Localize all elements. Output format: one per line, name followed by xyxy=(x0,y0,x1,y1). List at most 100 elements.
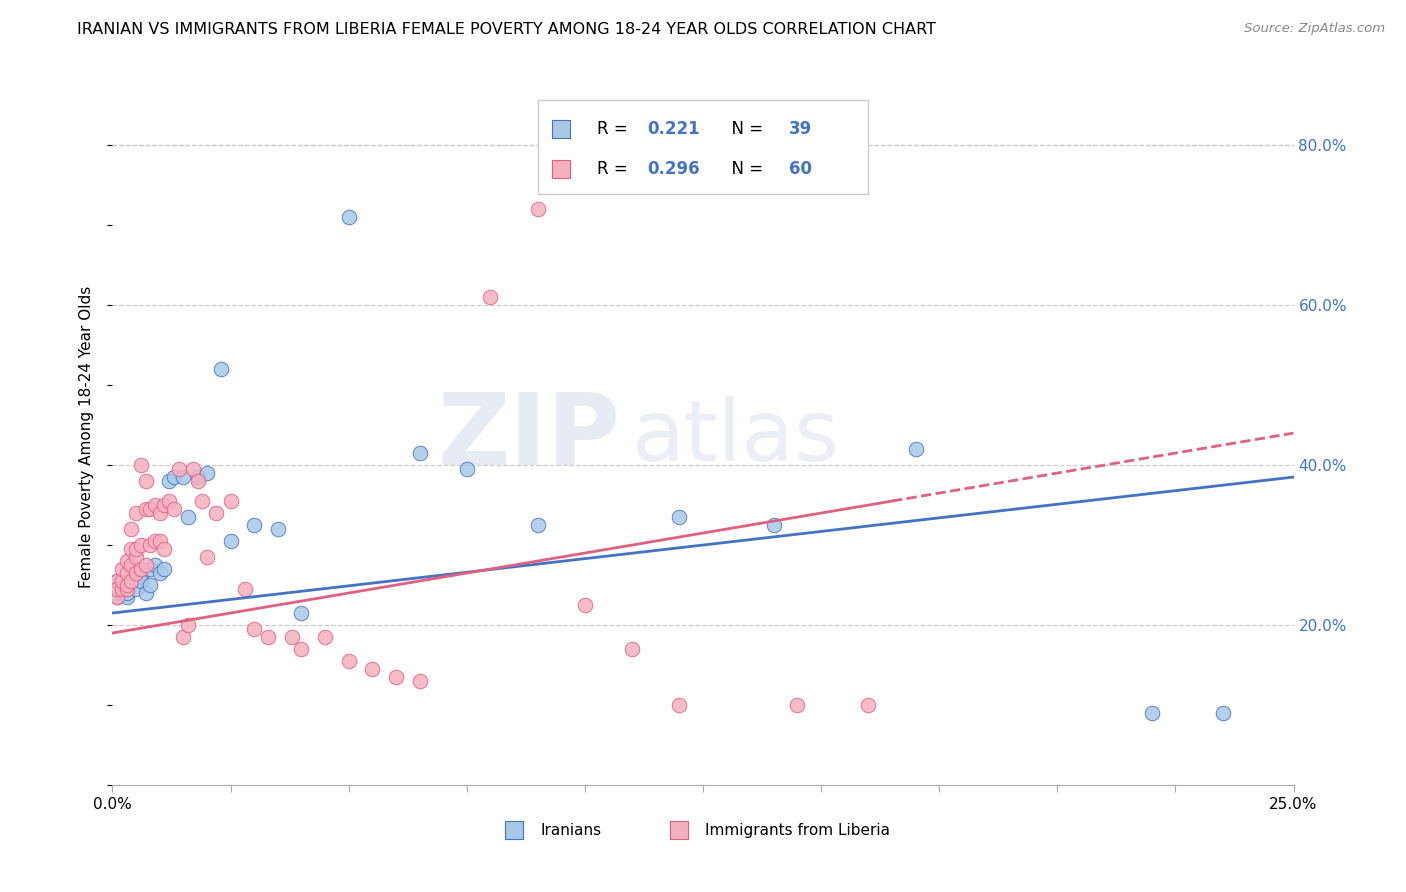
Point xyxy=(243,518,266,533)
Point xyxy=(177,510,200,524)
Point xyxy=(125,562,148,576)
Point xyxy=(125,566,148,580)
Point xyxy=(111,582,134,596)
Point xyxy=(135,474,157,488)
Point xyxy=(157,494,180,508)
Text: R =: R = xyxy=(596,120,633,138)
Point xyxy=(105,574,128,588)
Text: Iranians: Iranians xyxy=(540,822,602,838)
Point xyxy=(115,586,138,600)
Point xyxy=(115,582,138,596)
Point xyxy=(115,554,138,568)
Point xyxy=(135,586,157,600)
Point xyxy=(129,538,152,552)
Point xyxy=(129,458,152,472)
Point xyxy=(1212,706,1234,720)
Point xyxy=(105,582,128,596)
Point xyxy=(153,542,176,557)
Point xyxy=(479,290,502,304)
Point xyxy=(904,442,927,456)
Point xyxy=(337,654,360,668)
Point xyxy=(456,462,478,476)
Point xyxy=(149,566,172,580)
Point xyxy=(125,582,148,596)
Point xyxy=(314,630,336,644)
Point xyxy=(105,590,128,604)
Point xyxy=(290,606,312,620)
Point xyxy=(205,506,228,520)
Point xyxy=(143,534,166,549)
Point xyxy=(668,698,690,712)
Text: atlas: atlas xyxy=(633,395,841,479)
Text: 39: 39 xyxy=(789,120,813,138)
Text: 0.296: 0.296 xyxy=(648,161,700,178)
Text: R =: R = xyxy=(596,161,633,178)
Point xyxy=(281,630,304,644)
Point xyxy=(125,506,148,520)
Point xyxy=(186,470,208,484)
FancyBboxPatch shape xyxy=(537,100,869,194)
Point xyxy=(129,574,152,588)
Point xyxy=(219,534,242,549)
Point xyxy=(129,570,152,584)
Point xyxy=(172,630,194,644)
Point xyxy=(120,542,142,557)
Text: N =: N = xyxy=(721,120,768,138)
Point xyxy=(157,474,180,488)
Point xyxy=(135,558,157,572)
Point xyxy=(191,494,214,508)
Point xyxy=(668,510,690,524)
Point xyxy=(408,673,430,688)
Point xyxy=(361,662,384,676)
Point xyxy=(186,474,208,488)
Point xyxy=(125,549,148,564)
Point xyxy=(120,574,142,588)
Point xyxy=(163,502,186,516)
Point xyxy=(115,578,138,592)
Point xyxy=(111,562,134,576)
Point xyxy=(1140,706,1163,720)
Point xyxy=(526,202,548,216)
Text: 60: 60 xyxy=(789,161,813,178)
Point xyxy=(143,498,166,512)
Point xyxy=(149,506,172,520)
Point xyxy=(219,494,242,508)
Point xyxy=(233,582,256,596)
Point xyxy=(181,462,204,476)
Text: Immigrants from Liberia: Immigrants from Liberia xyxy=(706,822,890,838)
Point xyxy=(149,534,172,549)
Point xyxy=(105,574,128,588)
Point xyxy=(243,622,266,636)
Point xyxy=(290,642,312,657)
Point xyxy=(143,558,166,572)
Point xyxy=(167,462,190,476)
Point xyxy=(195,466,218,480)
Point xyxy=(209,362,232,376)
Point xyxy=(163,470,186,484)
Point xyxy=(111,582,134,596)
Text: N =: N = xyxy=(721,161,768,178)
Point xyxy=(153,498,176,512)
Point xyxy=(139,502,162,516)
Point xyxy=(115,590,138,604)
Point xyxy=(120,522,142,536)
Point xyxy=(574,598,596,612)
Point xyxy=(120,562,142,576)
Point xyxy=(267,522,290,536)
Point xyxy=(139,562,162,576)
Point xyxy=(786,698,808,712)
Text: ZIP: ZIP xyxy=(437,389,620,485)
Y-axis label: Female Poverty Among 18-24 Year Olds: Female Poverty Among 18-24 Year Olds xyxy=(79,286,94,588)
Point xyxy=(172,470,194,484)
Point xyxy=(129,562,152,576)
Point xyxy=(408,446,430,460)
Point xyxy=(111,574,134,588)
Point xyxy=(135,502,157,516)
Point xyxy=(139,578,162,592)
Text: IRANIAN VS IMMIGRANTS FROM LIBERIA FEMALE POVERTY AMONG 18-24 YEAR OLDS CORRELAT: IRANIAN VS IMMIGRANTS FROM LIBERIA FEMAL… xyxy=(77,22,936,37)
Point xyxy=(115,566,138,580)
Point xyxy=(105,590,128,604)
Point xyxy=(762,518,785,533)
Point xyxy=(337,210,360,224)
Point xyxy=(177,618,200,632)
